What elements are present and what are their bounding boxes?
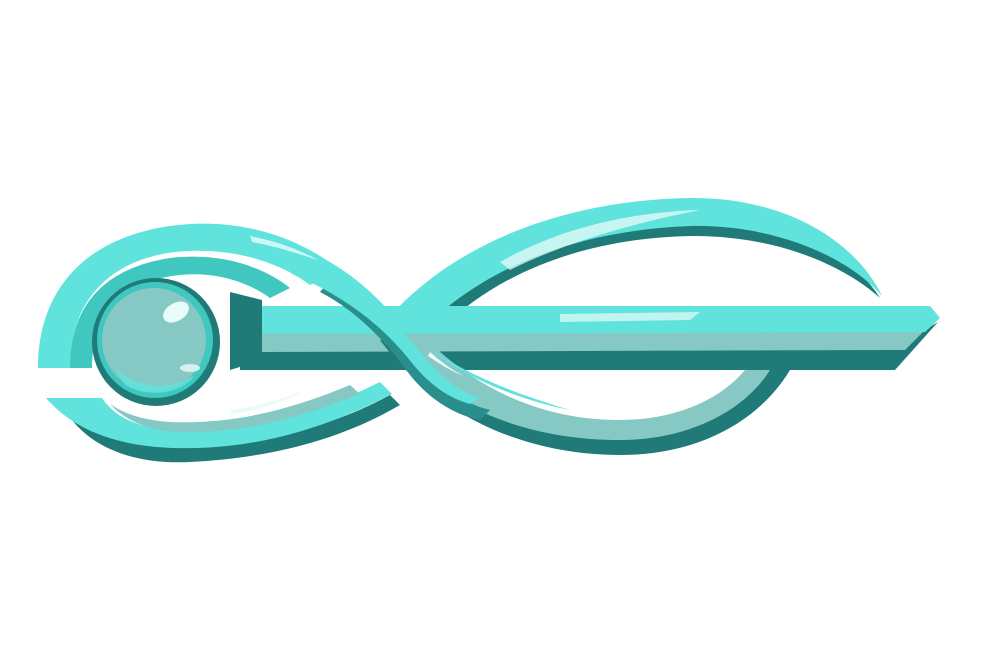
- left-ring-bottom: [46, 382, 392, 449]
- left-ring-bottom-band: [110, 385, 360, 433]
- upper-loop-band: [385, 197, 882, 322]
- sphere-body: [102, 288, 206, 392]
- sphere-highlight: [163, 301, 189, 323]
- lower-loop-band: [385, 338, 770, 440]
- left-ring-top-inner: [70, 256, 290, 368]
- bar-highlight: [560, 312, 700, 322]
- upper-loop-highlight: [500, 210, 700, 270]
- sphere-lower-tone: [110, 360, 195, 393]
- sphere-glint: [180, 364, 200, 372]
- left-ring-highlight: [230, 390, 305, 414]
- lower-right-loop: [380, 338, 790, 455]
- ring-to-bar-connector: [230, 292, 262, 370]
- horizontal-bar: [240, 306, 940, 370]
- upper-left-sweep: [175, 230, 395, 322]
- sphere-pearl: [92, 278, 220, 406]
- left-ring-top: [38, 223, 340, 368]
- twist-highlight: [428, 352, 465, 376]
- center-twist: [292, 262, 490, 420]
- upper-right-loop: [385, 197, 882, 330]
- upper-loop-shadow: [395, 211, 880, 330]
- sweep-highlight: [250, 236, 318, 260]
- twist-light: [292, 262, 480, 404]
- left-outer-ring: [38, 223, 400, 463]
